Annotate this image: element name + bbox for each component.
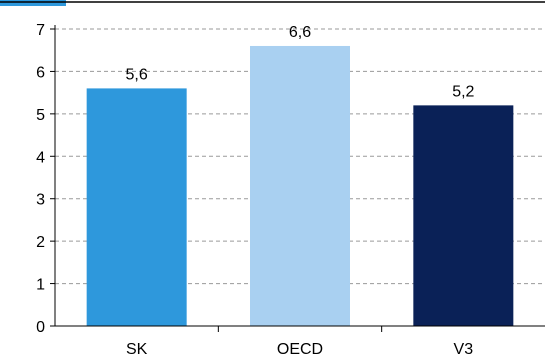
label-layer: 0 1 2 3 4 5 6 7 5,6 SK 6,6 OECD 5,2 V3 — [36, 22, 474, 358]
bar-v3 — [413, 105, 514, 326]
y-tick-label-1: 1 — [36, 277, 45, 294]
y-tick-label-5: 5 — [36, 107, 45, 124]
data-label-oecd: 6,6 — [289, 24, 311, 41]
bar-layer — [86, 45, 514, 327]
axis-layer — [50, 25, 545, 332]
y-tick-label-0: 0 — [36, 319, 45, 336]
y-tick-label-2: 2 — [36, 234, 45, 251]
y-tick-label-4: 4 — [36, 149, 45, 166]
top-accent-bar — [0, 0, 66, 6]
y-tick-label-6: 6 — [36, 64, 45, 81]
category-label-oecd: OECD — [277, 341, 323, 358]
category-label-sk: SK — [126, 341, 148, 358]
bar-oecd — [250, 45, 350, 326]
category-label-v3: V3 — [454, 341, 474, 358]
data-label-sk: 5,6 — [126, 66, 148, 83]
y-tick-label-7: 7 — [36, 22, 45, 39]
top-accent-layer — [0, 0, 545, 6]
data-label-v3: 5,2 — [452, 83, 474, 100]
bar-sk — [86, 88, 187, 327]
y-tick-label-3: 3 — [36, 192, 45, 209]
